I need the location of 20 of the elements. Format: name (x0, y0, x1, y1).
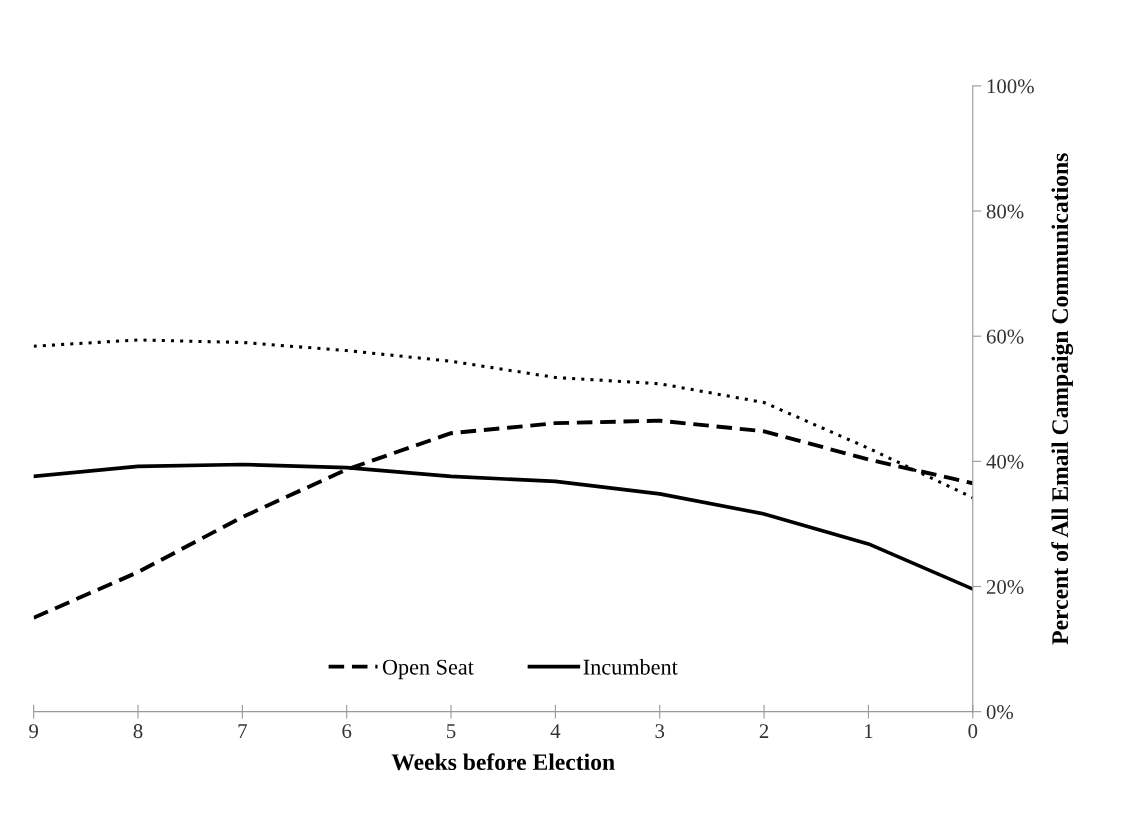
x-tick-label: 0 (968, 724, 978, 739)
legend-label: Incumbent (583, 658, 678, 675)
x-tick-label: 5 (447, 724, 456, 739)
x-tick-label: 4 (550, 724, 561, 738)
x-tick-label: 9 (29, 724, 39, 739)
y-tick-label: 40% (986, 454, 1024, 469)
y-tick-label: 100% (987, 79, 1034, 94)
x-tick-label: 1 (865, 724, 873, 738)
x-tick-label: 6 (342, 724, 352, 739)
x-axis-title: Weeks before Election (391, 753, 615, 771)
x-tick-label: 3 (655, 724, 665, 739)
x-tick-label: 2 (759, 724, 769, 738)
x-tick-label: 7 (238, 724, 247, 738)
y-tick-label: 0% (986, 705, 1014, 720)
y-tick-label: 20% (986, 579, 1024, 595)
y-axis-title: Percent of All Email Campaign Communications (1051, 153, 1074, 645)
y-tick-label: 80% (986, 204, 1024, 219)
y-tick-label: 60% (986, 329, 1024, 344)
x-tick-label: 8 (133, 724, 143, 739)
legend-label: Open Seat (382, 659, 474, 680)
